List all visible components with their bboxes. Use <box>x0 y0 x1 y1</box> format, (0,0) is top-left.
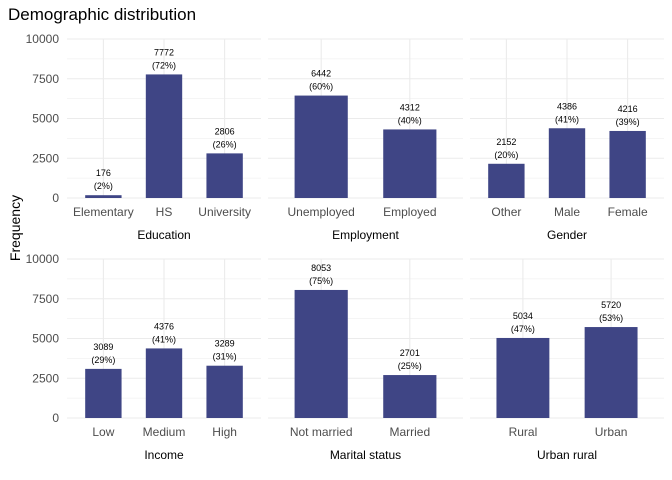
panel-axis-title: Marital status <box>330 448 401 462</box>
bar-employed <box>383 129 437 198</box>
x-tick-label: Other <box>491 205 521 219</box>
y-tick-label: 2500 <box>32 371 59 385</box>
bar-value-label: 3289 <box>215 339 235 349</box>
bar-unemployed <box>294 95 348 198</box>
bar-percent-label: (41%) <box>152 334 176 344</box>
bar-value-label: 6442 <box>311 69 331 79</box>
bar-value-label: 2701 <box>400 348 420 358</box>
x-tick-label: Married <box>389 425 430 439</box>
x-tick-label: Rural <box>509 425 538 439</box>
x-tick-label: Female <box>608 205 648 219</box>
bar-other <box>488 163 525 198</box>
bar-rural <box>496 337 550 418</box>
bar-hs <box>145 74 183 198</box>
panel-axis-title: Gender <box>547 228 587 242</box>
y-tick-label: 5000 <box>32 112 59 126</box>
bar-percent-label: (75%) <box>309 276 333 286</box>
x-tick-label: HS <box>156 205 173 219</box>
chart-title: Demographic distribution <box>8 5 197 24</box>
y-tick-label: 7500 <box>32 292 59 306</box>
bar-percent-label: (29%) <box>91 355 115 365</box>
bar-percent-label: (26%) <box>213 139 237 149</box>
panel-axis-title: Urban rural <box>537 448 597 462</box>
x-tick-label: Urban <box>595 425 628 439</box>
x-tick-label: Not married <box>290 425 353 439</box>
y-tick-label: 5000 <box>32 332 59 346</box>
panel-axis-title: Income <box>144 448 184 462</box>
bar-percent-label: (20%) <box>494 150 518 160</box>
bar-value-label: 2152 <box>496 137 516 147</box>
bar-percent-label: (31%) <box>213 352 237 362</box>
bar-not-married <box>294 289 348 418</box>
x-tick-label: High <box>212 425 237 439</box>
bar-medium <box>145 348 183 418</box>
bar-high <box>206 365 243 418</box>
bar-value-label: 2806 <box>215 126 235 136</box>
y-tick-label: 2500 <box>32 151 59 165</box>
bar-percent-label: (41%) <box>555 114 579 124</box>
bar-university <box>206 153 243 198</box>
y-tick-label: 0 <box>52 191 59 205</box>
y-tick-label: 0 <box>52 411 59 425</box>
bar-female <box>609 130 646 198</box>
bar-percent-label: (2%) <box>94 181 113 191</box>
y-tick-label: 10000 <box>26 252 60 266</box>
bar-value-label: 3089 <box>93 342 113 352</box>
bar-urban <box>584 327 638 418</box>
bar-percent-label: (25%) <box>398 361 422 371</box>
bar-percent-label: (60%) <box>309 82 333 92</box>
panel-axis-title: Education <box>137 228 190 242</box>
bar-percent-label: (72%) <box>152 60 176 70</box>
bar-percent-label: (40%) <box>398 115 422 125</box>
bar-value-label: 7772 <box>154 47 174 57</box>
bar-value-label: 5034 <box>513 311 533 321</box>
y-tick-label: 10000 <box>26 32 60 46</box>
x-tick-label: Medium <box>143 425 186 439</box>
x-tick-label: Low <box>92 425 114 439</box>
x-tick-label: Employed <box>383 205 436 219</box>
bar-percent-label: (39%) <box>616 117 640 127</box>
bar-elementary <box>85 195 122 198</box>
y-tick-label: 7500 <box>32 72 59 86</box>
bar-value-label: 4312 <box>400 102 420 112</box>
x-tick-label: University <box>198 205 251 219</box>
bar-percent-label: (47%) <box>511 324 535 334</box>
panel-axis-title: Employment <box>332 228 399 242</box>
bar-married <box>383 375 437 418</box>
x-tick-label: Male <box>554 205 580 219</box>
bar-value-label: 5720 <box>601 300 621 310</box>
bar-value-label: 8053 <box>311 263 331 273</box>
bar-percent-label: (53%) <box>599 313 623 323</box>
bar-value-label: 4376 <box>154 321 174 331</box>
bar-value-label: 4216 <box>618 104 638 114</box>
bar-low <box>85 368 122 418</box>
bar-value-label: 4386 <box>557 101 577 111</box>
bar-male <box>548 128 586 198</box>
x-tick-label: Elementary <box>73 205 134 219</box>
bar-value-label: 176 <box>96 168 111 178</box>
y-axis-title: Frequency <box>7 195 23 261</box>
x-tick-label: Unemployed <box>287 205 354 219</box>
